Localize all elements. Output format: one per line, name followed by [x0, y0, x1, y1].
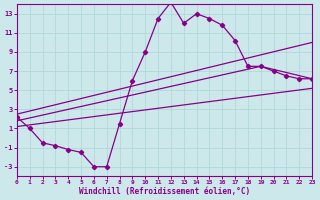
X-axis label: Windchill (Refroidissement éolien,°C): Windchill (Refroidissement éolien,°C)	[79, 187, 250, 196]
